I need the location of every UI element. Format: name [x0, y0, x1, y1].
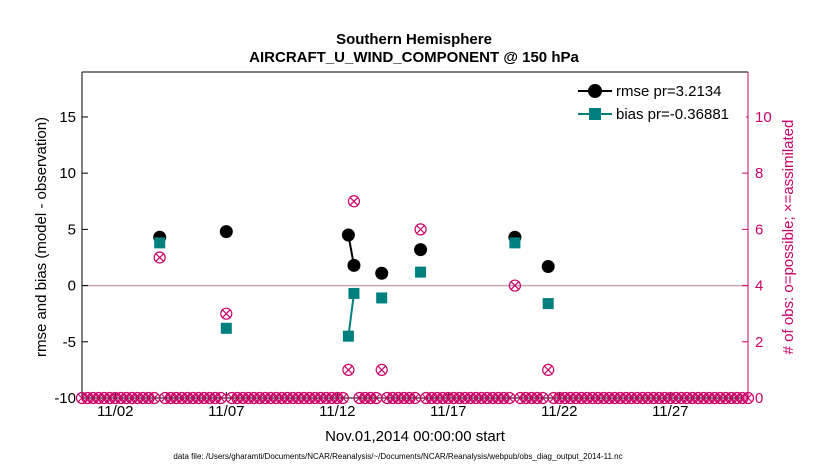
obs-assimilated-marker	[377, 365, 387, 375]
x-tick-label: 11/12	[319, 403, 355, 420]
obs-assimilated-marker	[338, 393, 348, 403]
x-tick-label: 11/17	[430, 403, 466, 420]
y2-tick-label: 0	[755, 390, 763, 407]
bias-point	[220, 322, 232, 334]
obs-assimilated-marker	[743, 393, 753, 403]
obs-possible-marker	[336, 391, 349, 405]
y2-axis-label: # of obs: o=possible; ×=assimilated	[780, 120, 797, 355]
obs-possible-marker	[342, 363, 355, 376]
obs-assimilated-marker	[155, 253, 165, 262]
obs-possible-marker	[153, 251, 166, 264]
chart-title-line-1: Southern Hemisphere	[336, 31, 492, 48]
legend-bias-marker	[589, 108, 601, 120]
y-axis-label: rmse and bias (model - observation)	[33, 117, 50, 357]
bias-point	[342, 330, 354, 342]
legend-rmse-marker	[588, 84, 602, 98]
bias-point	[542, 298, 554, 310]
x-tick-label: 11/27	[652, 403, 688, 420]
obs-assimilated-marker	[216, 393, 226, 403]
obs-assimilated-marker	[221, 309, 231, 319]
x-tick-label: 11/22	[541, 403, 577, 420]
bias-series-line	[347, 293, 355, 337]
plot-area: -10 -5 0 5 10 15 0 2 4 6 8 10 11/02 11/07 11/12 11/17 11…	[54, 71, 772, 420]
y-tick-label: 15	[59, 109, 76, 126]
y2-tick-label: 8	[755, 165, 763, 182]
y-tick-label: -10	[54, 390, 76, 407]
x-tick-label: 11/07	[208, 403, 244, 420]
obs-possible-marker	[508, 279, 522, 292]
obs-assimilated-marker	[510, 281, 520, 291]
y-tick-label: -5	[63, 334, 76, 351]
obs-possible-marker	[542, 363, 555, 376]
bias-point	[509, 237, 521, 249]
bias-point	[154, 237, 166, 249]
rmse-point	[219, 225, 233, 239]
legend-rmse-label: rmse pr=3.2134	[616, 83, 721, 100]
y-tick-label: 5	[68, 221, 76, 238]
bias-point	[376, 292, 388, 304]
y-tick-label: 0	[68, 278, 76, 295]
legend-bias-label: bias pr=-0.36881	[616, 106, 729, 123]
obs-possible-marker	[220, 307, 233, 320]
legend: rmse pr=3.2134 bias pr=-0.36881	[568, 78, 746, 128]
obs-assimilated-marker	[543, 365, 553, 375]
x-axis-label: Nov.01,2014 00:00:00 start	[325, 428, 506, 445]
obs-assimilated-marker	[416, 224, 425, 234]
y2-tick-label: 6	[755, 221, 763, 238]
rmse-point	[541, 259, 555, 273]
obs-possible-marker	[347, 195, 361, 208]
rmse-point	[375, 266, 389, 280]
data-file-footer: data file: /Users/gharamti/Documents/NCA…	[173, 452, 622, 461]
obs-possible-marker	[414, 223, 427, 236]
rmse-point	[341, 228, 355, 242]
y-tick-label: 10	[59, 165, 76, 182]
obs-assimilated-marker	[538, 393, 548, 403]
obs-assimilated-marker	[343, 365, 353, 375]
rmse-point	[347, 258, 361, 272]
bias-point	[348, 287, 360, 299]
obs-possible-marker	[375, 363, 388, 376]
obs-possible-marker	[741, 391, 755, 405]
x-tick-label: 11/02	[97, 403, 133, 420]
bias-point	[415, 266, 427, 278]
obs-assimilated-marker	[410, 393, 420, 403]
y2-tick-label: 10	[755, 109, 772, 126]
obs-assimilated-marker	[149, 393, 159, 403]
obs-assimilated-marker	[504, 393, 514, 403]
obs-assimilated-marker	[371, 393, 381, 403]
y2-tick-label: 2	[755, 334, 763, 351]
y2-tick-label: 4	[755, 278, 763, 295]
obs-assimilated-marker	[349, 196, 359, 206]
chart-title-line-2: AIRCRAFT_U_WIND_COMPONENT @ 150 hPa	[249, 49, 579, 66]
rmse-point	[414, 243, 428, 257]
